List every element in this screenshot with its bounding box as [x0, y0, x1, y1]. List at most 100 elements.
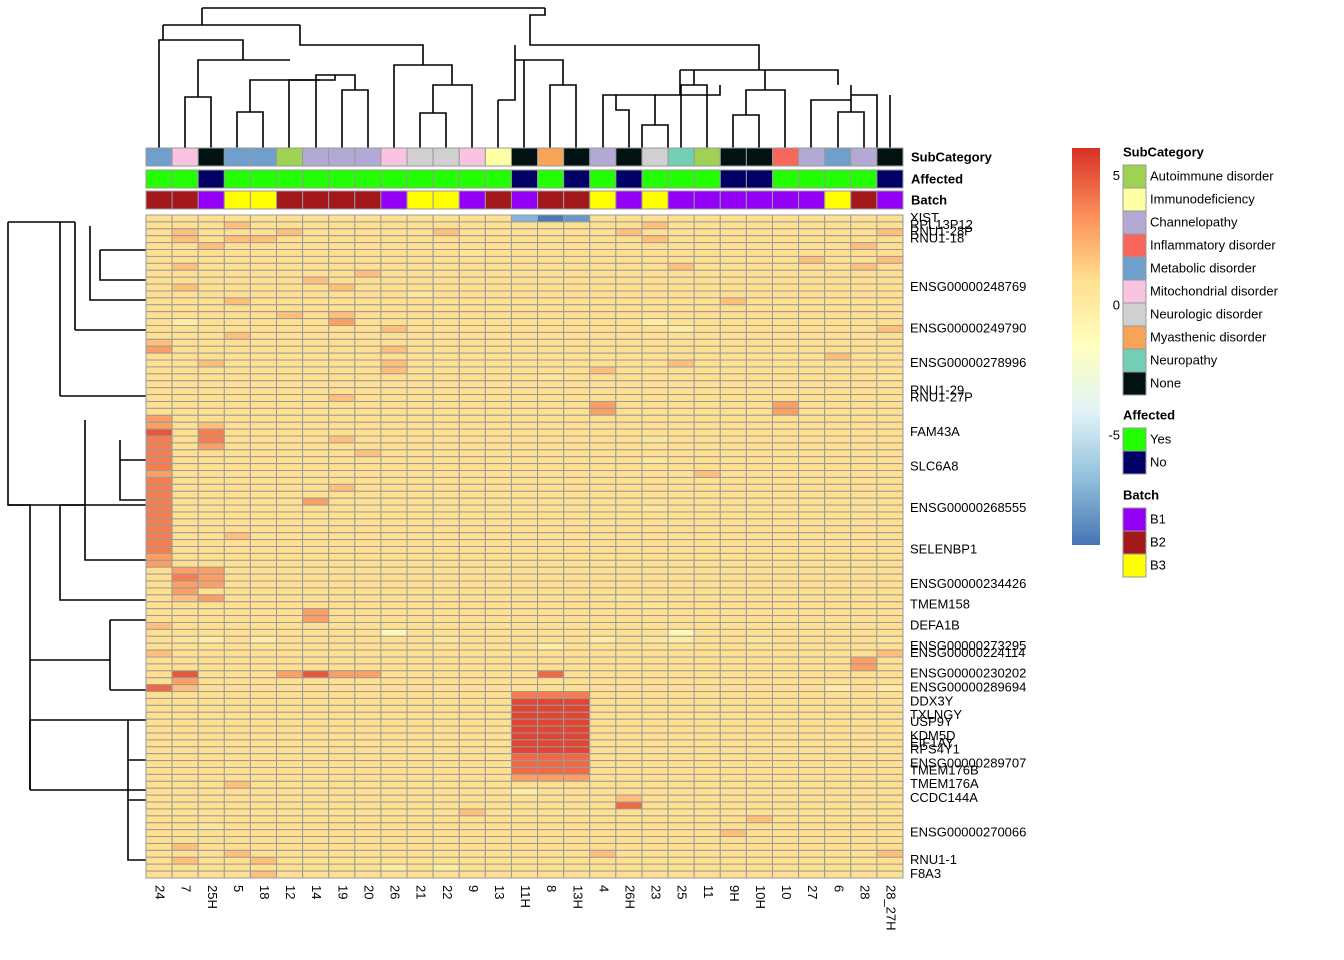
- heatmap-cell: [145, 442, 173, 451]
- heatmap-cell: [745, 580, 773, 589]
- heatmap-cell: [223, 836, 251, 844]
- heatmap-cell: [745, 615, 773, 623]
- heatmap-cell: [249, 842, 278, 851]
- heatmap-cell: [850, 808, 878, 817]
- heatmap-cell: [276, 387, 304, 396]
- heatmap-cell: [667, 794, 695, 803]
- heatmap-cell: [484, 421, 512, 430]
- heatmap-cell: [432, 338, 460, 347]
- heatmap-cell: [745, 677, 773, 686]
- heatmap-cell: [589, 476, 617, 485]
- annotation-cell: [432, 169, 460, 189]
- heatmap-cell: [693, 283, 721, 292]
- heatmap-cell: [641, 255, 669, 264]
- heatmap-cell: [328, 691, 356, 699]
- heatmap-cell: [719, 345, 747, 354]
- heatmap-cell: [850, 615, 878, 623]
- annotation-cell: [537, 190, 565, 210]
- heatmap-cell: [432, 704, 460, 713]
- heatmap-cell: [850, 511, 878, 520]
- heatmap-cell: [850, 442, 878, 451]
- heatmap-cell: [876, 394, 904, 402]
- heatmap-cell: [824, 836, 852, 844]
- heatmap-cell: [302, 794, 330, 803]
- heatmap-cell: [302, 214, 330, 223]
- heatmap-cell: [719, 366, 747, 375]
- heatmap-cell: [171, 269, 199, 278]
- heatmap-cell: [276, 249, 304, 257]
- heatmap-cell: [354, 221, 382, 230]
- heatmap-cell: [798, 559, 826, 568]
- heatmap-cell: [197, 732, 225, 741]
- heatmap-cell: [771, 739, 800, 748]
- heatmap-cell: [249, 504, 278, 513]
- heatmap-cell: [641, 470, 669, 478]
- annotation-cell: [771, 147, 800, 167]
- heatmap-cell: [484, 635, 512, 644]
- heatmap-cell: [771, 504, 800, 513]
- heatmap-cell: [354, 262, 382, 271]
- heatmap-cell: [824, 621, 852, 630]
- heatmap-cell: [171, 801, 199, 810]
- heatmap-cell: [824, 421, 852, 430]
- heatmap-cell: [432, 435, 460, 444]
- heatmap-cell: [563, 366, 591, 375]
- heatmap-cell: [145, 228, 173, 237]
- heatmap-cell: [328, 767, 356, 775]
- heatmap-cell: [719, 242, 747, 251]
- heatmap-cell: [563, 677, 591, 686]
- heatmap-cell: [276, 808, 304, 817]
- heatmap-cell: [771, 421, 800, 430]
- heatmap-cell: [484, 670, 512, 679]
- row-label: ENSG00000248769: [910, 279, 1026, 294]
- heatmap-cell: [850, 297, 878, 306]
- heatmap-cell: [484, 594, 512, 603]
- heatmap-cell: [641, 359, 669, 368]
- heatmap-cell: [641, 767, 669, 775]
- annotation-cell: [458, 190, 486, 210]
- heatmap-cell: [484, 552, 512, 561]
- heatmap-cell: [850, 228, 878, 237]
- heatmap-cell: [510, 242, 539, 251]
- heatmap-cell: [798, 394, 826, 402]
- heatmap-cell: [302, 856, 330, 865]
- heatmap-cell: [537, 780, 565, 789]
- heatmap-cell: [197, 394, 225, 402]
- heatmap-cell: [667, 842, 695, 851]
- heatmap-cell: [328, 711, 356, 720]
- heatmap-cell: [641, 297, 669, 306]
- heatmap-cell: [458, 753, 486, 762]
- heatmap-cell: [197, 870, 225, 879]
- heatmap-cell: [380, 518, 408, 527]
- heatmap-cell: [537, 338, 565, 347]
- heatmap-cell: [850, 283, 878, 292]
- heatmap-cell: [276, 670, 304, 679]
- heatmap-cell: [824, 373, 852, 382]
- heatmap-cell: [771, 559, 800, 568]
- heatmap-cell: [354, 863, 382, 872]
- heatmap-cell: [745, 739, 773, 748]
- row-label: TMEM176B: [910, 762, 979, 777]
- heatmap-cell: [197, 490, 225, 499]
- heatmap-cell: [798, 318, 826, 326]
- annotation-cell: [745, 147, 773, 167]
- heatmap-cell: [197, 552, 225, 561]
- heatmap-cell: [145, 663, 173, 672]
- heatmap-cell: [328, 594, 356, 603]
- annotation-cell: [458, 169, 486, 189]
- heatmap-cell: [458, 684, 486, 693]
- heatmap-cell: [197, 573, 225, 582]
- heatmap-cell: [145, 290, 173, 299]
- heatmap-cell: [563, 697, 591, 706]
- annotation-cell: [406, 190, 434, 210]
- heatmap-cell: [432, 421, 460, 430]
- heatmap-cell: [171, 276, 199, 285]
- heatmap-cell: [667, 214, 695, 223]
- heatmap-cell: [798, 649, 826, 658]
- column-label: 24: [153, 885, 168, 899]
- heatmap-cell: [615, 546, 643, 554]
- heatmap-cell: [824, 476, 852, 485]
- heatmap-cell: [302, 621, 330, 630]
- heatmap-cell: [510, 325, 539, 333]
- heatmap-cell: [563, 490, 591, 499]
